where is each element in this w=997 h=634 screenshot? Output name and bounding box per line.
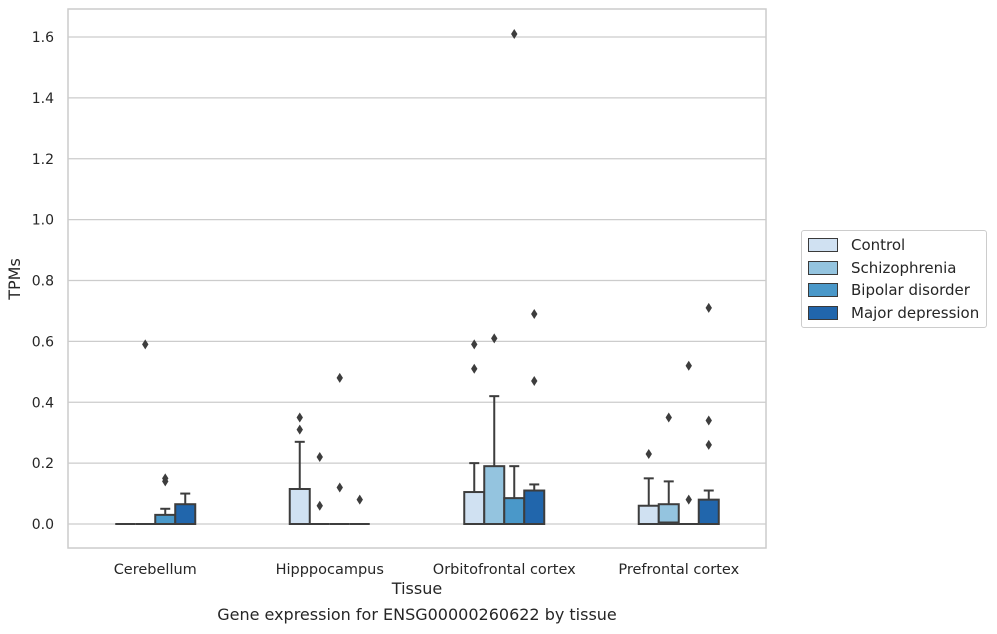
- box-schizophrenia: [309, 452, 330, 525]
- y-tick-label: 0.2: [32, 456, 54, 472]
- y-tick-label: 0.8: [32, 274, 54, 290]
- box-control: [288, 412, 311, 526]
- box-body: [483, 465, 506, 526]
- outlier-point: [142, 339, 149, 350]
- box-body: [523, 489, 546, 525]
- legend-label: Major depression: [851, 303, 980, 322]
- outlier-point: [296, 412, 303, 423]
- outlier-point: [531, 375, 538, 386]
- legend-item: Major depression: [808, 302, 980, 325]
- box-bipolar-disorder: [154, 473, 177, 526]
- outlier-point: [511, 28, 518, 39]
- box-body: [463, 491, 486, 525]
- y-tick-label: 1.2: [32, 152, 54, 168]
- outlier-point: [491, 333, 498, 344]
- box-major-depression: [174, 492, 197, 526]
- plot-frame: [67, 8, 767, 549]
- box-bipolar-disorder: [503, 28, 526, 525]
- legend-label: Schizophrenia: [851, 258, 957, 277]
- legend-label: Control: [851, 236, 906, 255]
- outlier-point: [665, 412, 672, 423]
- figure-caption: Gene expression for ENSG00000260622 by t…: [217, 605, 617, 624]
- box-body: [637, 504, 660, 525]
- box-schizophrenia: [483, 333, 506, 526]
- box-bipolar-disorder: [678, 360, 699, 525]
- legend-item: Bipolar disorder: [808, 279, 980, 302]
- y-tick-label: 1.6: [32, 30, 54, 46]
- outlier-point: [645, 448, 652, 459]
- x-tick-label: Orbitofrontal cortex: [433, 562, 576, 578]
- outlier-point: [162, 473, 169, 484]
- outlier-point: [471, 363, 478, 374]
- outlier-point: [685, 494, 692, 505]
- legend-swatch: [808, 260, 838, 275]
- tick-labels: 0.0 0.2 0.4 0.6 0.8 1.0 1.2 1.4 1.6 Cerebellum Hip…: [32, 30, 740, 578]
- legend: Control Schizophrenia Bipolar disorder Majo…: [801, 230, 987, 328]
- box-major-depression: [697, 302, 720, 525]
- outlier-point: [316, 500, 323, 511]
- legend-item: Schizophrenia: [808, 257, 980, 280]
- outlier-point: [471, 339, 478, 350]
- x-axis-label: Tissue: [391, 579, 442, 598]
- outlier-point: [296, 424, 303, 435]
- legend-swatch: [808, 305, 838, 320]
- legend-item: Control: [808, 234, 980, 257]
- outlier-point: [705, 302, 712, 313]
- box-body: [657, 503, 680, 526]
- outlier-point: [336, 372, 343, 383]
- y-axis-label: TPMs: [5, 258, 24, 301]
- box-major-depression: [523, 308, 546, 525]
- box-body: [288, 487, 311, 526]
- box-schizophrenia: [657, 412, 680, 526]
- x-tick-label: Cerebellum: [114, 562, 197, 578]
- x-tick-label: Hipppocampus: [276, 562, 384, 578]
- y-tick-label: 0.6: [32, 334, 54, 350]
- outlier-point: [705, 415, 712, 426]
- box-control: [463, 339, 486, 525]
- box-bipolar-disorder: [329, 372, 350, 525]
- boxes: [115, 28, 720, 526]
- outlier-point: [685, 360, 692, 371]
- outlier-point: [705, 439, 712, 450]
- y-tick-label: 1.0: [32, 213, 54, 229]
- legend-label: Bipolar disorder: [851, 281, 970, 300]
- box-schizophrenia: [135, 339, 156, 525]
- outlier-point: [336, 482, 343, 493]
- box-body: [174, 503, 197, 526]
- outlier-point: [316, 452, 323, 463]
- box-control: [637, 448, 660, 525]
- y-tick-label: 1.4: [32, 91, 54, 107]
- legend-swatch: [808, 283, 838, 298]
- box-major-depression: [349, 494, 370, 525]
- outlier-point: [356, 494, 363, 505]
- box-body: [503, 497, 526, 525]
- x-tick-label: Prefrontal cortex: [618, 562, 739, 578]
- y-tick-label: 0.0: [32, 517, 54, 533]
- legend-swatch: [808, 238, 838, 253]
- y-tick-label: 0.4: [32, 395, 54, 411]
- outlier-point: [531, 308, 538, 319]
- box-body: [154, 513, 177, 526]
- grid-lines: [68, 36, 766, 525]
- box-body: [697, 498, 720, 525]
